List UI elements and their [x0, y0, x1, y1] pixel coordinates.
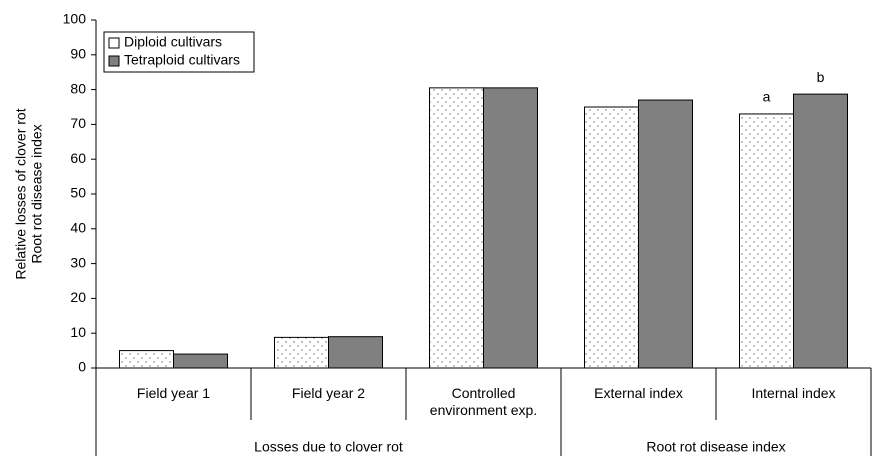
bar [429, 87, 484, 369]
bar [173, 353, 228, 369]
legend-label: Diploid cultivars [124, 34, 222, 50]
x-tick-label: Internal index [751, 385, 836, 401]
x-tick-label: Field year 2 [291, 385, 366, 401]
bar [793, 93, 848, 369]
bar [274, 336, 329, 369]
y-tick-label: 30 [70, 254, 86, 270]
y-axis-label: Relative losses of clover rot [13, 108, 29, 279]
bar [638, 99, 693, 369]
y-tick-label: 60 [70, 150, 86, 166]
legend-swatch [108, 37, 120, 49]
x-tick-label: External index [594, 385, 683, 401]
x-tick-label: Field year 1 [136, 385, 211, 401]
legend-swatch [108, 55, 120, 67]
annotation: a [763, 89, 771, 105]
y-tick-label: 90 [70, 46, 86, 62]
legend-label: Tetraploid cultivars [124, 52, 240, 68]
bar [328, 336, 383, 369]
group-label: Root rot disease index [646, 439, 785, 455]
bar [119, 350, 174, 369]
annotation: b [817, 69, 825, 85]
bar [584, 106, 639, 369]
y-tick-label: 0 [78, 359, 86, 375]
y-tick-label: 10 [70, 324, 86, 340]
x-tick-label: Controlled environment exp. [429, 385, 538, 418]
y-tick-label: 80 [70, 80, 86, 96]
y-tick-label: 50 [70, 185, 86, 201]
legend-box [103, 31, 255, 73]
y-tick-label: 100 [63, 11, 87, 27]
y-tick-label: 20 [70, 289, 86, 305]
bar [739, 113, 794, 369]
y-axis-label: Root rot disease index [29, 124, 45, 263]
group-label: Losses due to clover rot [254, 439, 403, 455]
bar [483, 87, 538, 369]
y-tick-label: 70 [70, 115, 86, 131]
y-tick-label: 40 [70, 220, 86, 236]
